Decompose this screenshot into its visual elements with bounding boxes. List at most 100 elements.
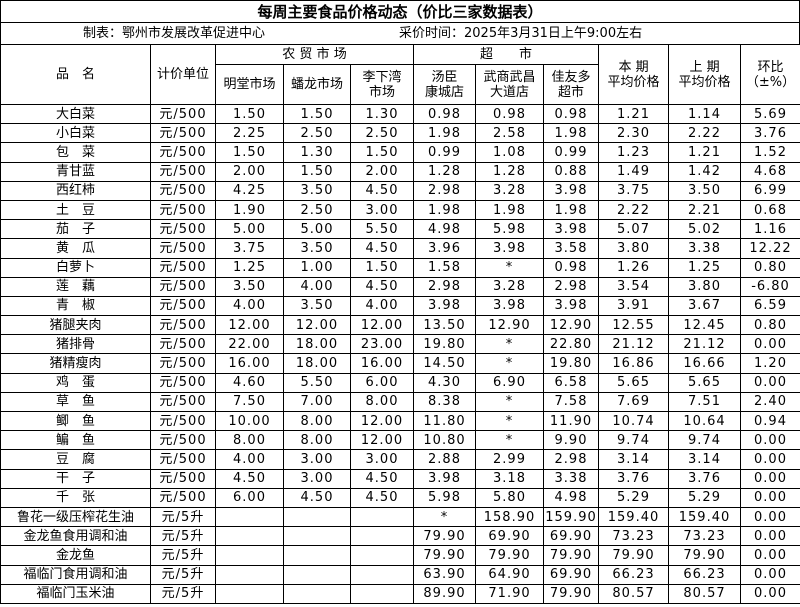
cell: 1.50 bbox=[215, 142, 284, 163]
cell: 2.21 bbox=[668, 199, 742, 221]
empty-cell bbox=[215, 564, 284, 585]
cell: 2.99 bbox=[475, 449, 545, 470]
cell: 0.94 bbox=[740, 410, 800, 432]
cell: 3.76 bbox=[740, 123, 800, 144]
cell: -6.80 bbox=[740, 276, 800, 297]
cell: 6.00 bbox=[215, 487, 284, 508]
cell: 19.80 bbox=[543, 353, 600, 374]
cell: 元/500 bbox=[150, 468, 216, 489]
cell: 0.00 bbox=[740, 564, 800, 585]
header-cell: 本 期 平均价格 bbox=[598, 44, 670, 105]
cell: 0.00 bbox=[740, 526, 800, 547]
cell: 3.38 bbox=[668, 238, 742, 259]
cell: 5.29 bbox=[598, 487, 670, 508]
cell: 63.90 bbox=[413, 564, 477, 585]
cell: 3.75 bbox=[215, 238, 284, 259]
cell: 69.90 bbox=[543, 526, 600, 547]
cell: 10.64 bbox=[668, 410, 742, 432]
item-name: 豆 腐 bbox=[0, 449, 151, 470]
cell: 3.50 bbox=[283, 295, 351, 317]
item-name: 鲁花一级压榨花生油 bbox=[0, 506, 151, 528]
cell: 1.25 bbox=[668, 257, 742, 278]
cell: 79.90 bbox=[475, 545, 545, 566]
table-row: 草 鱼元/500 7.50 7.00 8.00 8.38 * 7.58 7.69 7.51 2.4… bbox=[0, 391, 800, 413]
cell: 12.00 bbox=[283, 315, 351, 336]
cell: 0.80 bbox=[740, 315, 800, 336]
cell: 2.25 bbox=[215, 123, 284, 144]
cell: 3.50 bbox=[283, 238, 351, 259]
item-name: 猪精瘦肉 bbox=[0, 353, 151, 374]
cell: 10.74 bbox=[598, 410, 670, 432]
cell: 1.21 bbox=[668, 142, 742, 163]
cell: 元/500 bbox=[150, 353, 216, 374]
table-row: 小白菜 元/500 2.25 2.50 2.50 1.98 2.58 1.98 2.30 2.22… bbox=[0, 123, 800, 144]
cell: 10.00 bbox=[215, 410, 284, 432]
cell: 0.00 bbox=[740, 449, 800, 470]
cell: 3.98 bbox=[543, 219, 600, 240]
cell: 6.99 bbox=[740, 180, 800, 201]
table-row: 茄 子元/500 5.00 5.00 5.50 4.98 5.98 3.98 5.07 5.02… bbox=[0, 219, 800, 240]
cell: 3.28 bbox=[475, 180, 545, 201]
cell: 元/500 bbox=[150, 238, 216, 259]
cell: 1.23 bbox=[598, 142, 670, 163]
table-row: 莲 藕元/500 3.50 4.00 4.50 2.98 3.28 2.98 3.54 3.80… bbox=[0, 276, 800, 297]
cell: 18.00 bbox=[283, 334, 351, 355]
cell: 3.18 bbox=[475, 468, 545, 489]
table-row: 白萝卜 元/500 1.25 1.00 1.50 1.58 * 0.98 1.26 1.25 0.8… bbox=[0, 257, 800, 278]
cell: 元/5升 bbox=[150, 564, 216, 585]
item-name: 青甘蓝 bbox=[0, 161, 151, 182]
cell: 1.30 bbox=[349, 103, 415, 125]
item-name: 猪腿夹肉 bbox=[0, 315, 151, 336]
cell: 66.23 bbox=[598, 564, 670, 585]
table-row: 包 菜元/500 1.50 1.30 1.50 0.99 1.08 0.99 1.23 1.21… bbox=[0, 142, 800, 163]
cell: 0.99 bbox=[413, 142, 477, 163]
cell: 元/500 bbox=[150, 123, 216, 144]
item-name: 土 豆 bbox=[0, 199, 151, 221]
cell: 64.90 bbox=[475, 564, 545, 585]
cell: 5.07 bbox=[598, 219, 670, 240]
cell: 10.80 bbox=[413, 430, 477, 451]
cell: 3.80 bbox=[598, 238, 670, 259]
item-name: 莲 藕 bbox=[0, 276, 151, 297]
table-row: 金龙鱼 元/5升 79.90 79.90 79.90 79.90 79.90 0.00 bbox=[0, 545, 800, 566]
cell: 79.90 bbox=[413, 526, 477, 547]
cell: 元/5升 bbox=[150, 583, 216, 604]
cell: 2.50 bbox=[283, 199, 351, 221]
cell: 11.80 bbox=[413, 410, 477, 432]
cell: 1.98 bbox=[475, 199, 545, 221]
empty-cell bbox=[349, 506, 415, 528]
table-row: 豆 腐元/500 4.00 3.00 3.00 2.88 2.99 2.98 3.14 3.14… bbox=[0, 449, 800, 470]
cell: 4.30 bbox=[413, 372, 477, 393]
cell: 79.90 bbox=[543, 545, 600, 566]
cell: 0.00 bbox=[740, 372, 800, 393]
empty-cell bbox=[349, 564, 415, 585]
cell: 3.91 bbox=[598, 295, 670, 317]
cell: 1.14 bbox=[668, 103, 742, 125]
cell: * bbox=[475, 410, 545, 432]
cell: 79.90 bbox=[668, 545, 742, 566]
header-cell: 蟠龙市场 bbox=[283, 64, 351, 105]
header-cell: 环比 （±%） bbox=[740, 44, 800, 105]
item-name: 鲫 鱼 bbox=[0, 410, 151, 432]
cell: 元/500 bbox=[150, 334, 216, 355]
item-name: 包 菜 bbox=[0, 142, 151, 163]
cell: 89.90 bbox=[413, 583, 477, 604]
cell: 3.28 bbox=[475, 276, 545, 297]
cell: 元/500 bbox=[150, 276, 216, 297]
cell: * bbox=[413, 506, 477, 528]
header-cell: 农 贸 市 场 bbox=[214, 44, 415, 65]
cell: 79.90 bbox=[598, 545, 670, 566]
cell: 2.50 bbox=[283, 123, 351, 144]
cell: 3.80 bbox=[668, 276, 742, 297]
cell: 元/500 bbox=[150, 430, 216, 451]
cell: 159.90 bbox=[543, 506, 600, 528]
table-row: 鲫 鱼元/500 10.00 8.00 12.00 11.80 * 11.90 10.74 10… bbox=[0, 410, 800, 432]
cell: 7.51 bbox=[668, 391, 742, 413]
cell: 3.98 bbox=[475, 295, 545, 317]
header-cell: 超 市 bbox=[413, 44, 600, 65]
cell: 9.90 bbox=[543, 430, 600, 451]
cell: 元/500 bbox=[150, 410, 216, 432]
cell: 12.45 bbox=[668, 315, 742, 336]
cell: 4.60 bbox=[215, 372, 284, 393]
table-row: 猪精瘦肉 元/500 16.00 18.00 16.00 14.50 * 19.80 16.86… bbox=[0, 353, 800, 374]
